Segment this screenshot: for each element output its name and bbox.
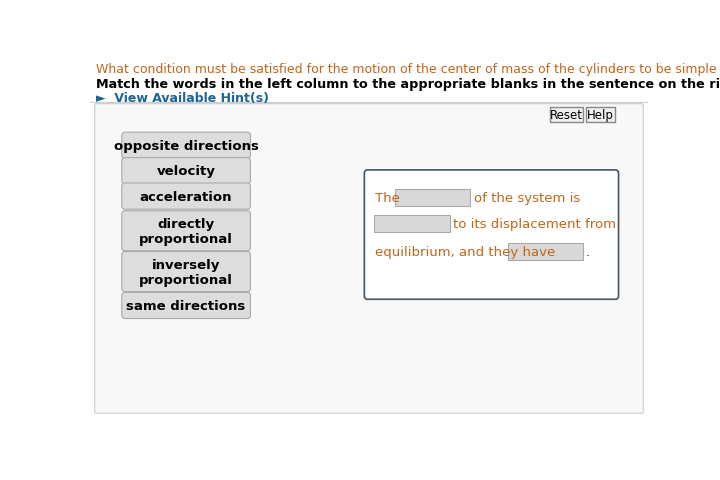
Text: ►  View Available Hint(s): ► View Available Hint(s) xyxy=(96,92,269,105)
Text: equilibrium, and they have: equilibrium, and they have xyxy=(375,245,555,259)
Text: same directions: same directions xyxy=(127,300,246,312)
FancyBboxPatch shape xyxy=(94,105,644,413)
FancyBboxPatch shape xyxy=(508,243,583,261)
FancyBboxPatch shape xyxy=(364,170,618,300)
FancyBboxPatch shape xyxy=(122,133,251,159)
Text: What condition must be satisfied for the motion of the center of mass of the cyl: What condition must be satisfied for the… xyxy=(96,63,720,76)
FancyBboxPatch shape xyxy=(122,293,251,319)
FancyBboxPatch shape xyxy=(395,190,469,207)
Text: directly
proportional: directly proportional xyxy=(139,217,233,245)
FancyBboxPatch shape xyxy=(374,215,449,232)
Text: inversely
proportional: inversely proportional xyxy=(139,258,233,286)
FancyBboxPatch shape xyxy=(122,184,251,210)
Text: Help: Help xyxy=(588,109,614,122)
Text: .: . xyxy=(585,245,590,259)
Text: The: The xyxy=(375,192,400,204)
Text: acceleration: acceleration xyxy=(140,190,233,203)
Text: opposite directions: opposite directions xyxy=(114,140,258,153)
Text: to its displacement from: to its displacement from xyxy=(454,217,616,230)
Text: velocity: velocity xyxy=(157,165,215,178)
Text: of the system is: of the system is xyxy=(474,192,580,204)
FancyBboxPatch shape xyxy=(122,211,251,251)
FancyBboxPatch shape xyxy=(122,158,251,184)
Text: Match the words in the left column to the appropriate blanks in the sentence on : Match the words in the left column to th… xyxy=(96,78,720,91)
FancyBboxPatch shape xyxy=(586,108,616,123)
FancyBboxPatch shape xyxy=(122,252,251,292)
Text: Reset: Reset xyxy=(550,109,583,122)
FancyBboxPatch shape xyxy=(550,108,583,123)
